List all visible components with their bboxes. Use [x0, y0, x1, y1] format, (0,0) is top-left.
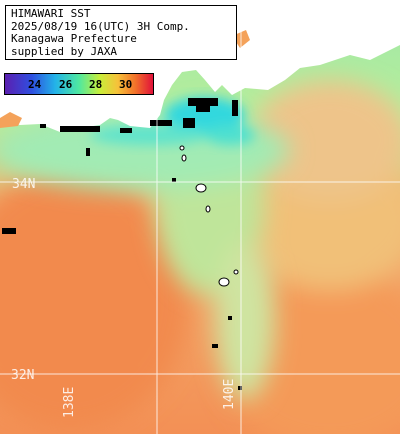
title-box: HIMAWARI SST 2025/08/19 16(UTC) 3H Comp.… — [5, 5, 237, 60]
colorbar-tick: 26 — [59, 78, 73, 91]
land-warm-patch — [0, 112, 22, 128]
lat-label-34n: 34N — [12, 177, 36, 192]
colorbar-tick: 28 — [89, 78, 103, 91]
colorbar-tick: 30 — [119, 78, 133, 91]
lon-label-140e: 140E — [222, 378, 237, 410]
lat-label-32n: 32N — [11, 368, 35, 383]
title-line: HIMAWARI SST — [11, 7, 91, 20]
title-line: supplied by JAXA — [11, 44, 117, 58]
colorbar-tick: 24 — [28, 78, 42, 91]
lon-label-138e: 138E — [62, 386, 77, 418]
no-data-mask — [2, 98, 242, 390]
title-line: Kanagawa Prefecture — [11, 32, 137, 45]
islands — [179, 145, 239, 287]
temperature-colorbar: 24 26 28 30 — [4, 73, 154, 95]
title-line: 2025/08/19 16(UTC) 3H Comp. — [11, 19, 190, 33]
